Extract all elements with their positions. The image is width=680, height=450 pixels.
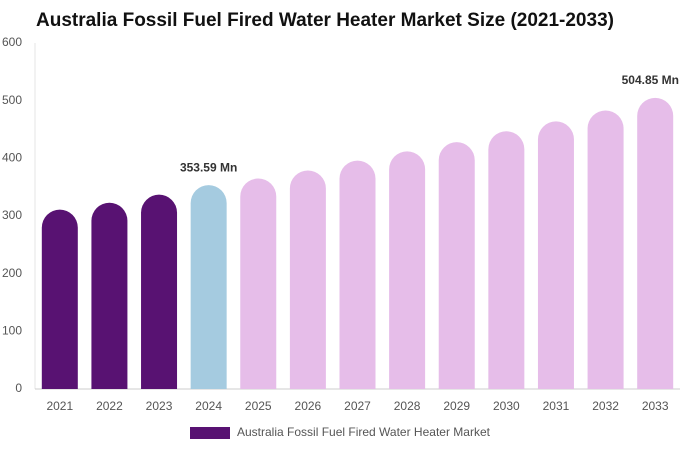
x-tick-label: 2024 (195, 399, 222, 413)
legend-label: Australia Fossil Fuel Fired Water Heater… (237, 425, 491, 439)
bar (190, 185, 227, 389)
bar (141, 194, 178, 389)
x-tick-label: 2032 (592, 399, 619, 413)
bar (41, 209, 78, 389)
y-tick-label: 100 (2, 324, 22, 338)
bar (587, 110, 624, 389)
y-tick-label: 300 (2, 208, 22, 222)
bar (339, 160, 376, 389)
x-tick-label: 2029 (443, 399, 470, 413)
bar (91, 202, 128, 389)
x-tick-label: 2021 (46, 399, 73, 413)
x-tick-label: 2030 (493, 399, 520, 413)
bar (289, 170, 326, 389)
x-tick-label: 2027 (344, 399, 371, 413)
x-tick-label: 2031 (543, 399, 570, 413)
chart-title: Australia Fossil Fuel Fired Water Heater… (36, 10, 614, 31)
y-tick-label: 600 (2, 35, 22, 49)
y-tick-label: 0 (15, 381, 22, 395)
y-tick-label: 200 (2, 266, 22, 280)
x-tick-label: 2033 (642, 399, 669, 413)
x-tick-label: 2023 (146, 399, 173, 413)
x-tick-label: 2028 (394, 399, 421, 413)
bar (389, 151, 426, 389)
bar (537, 121, 574, 389)
bar (240, 178, 277, 389)
bar (637, 97, 674, 389)
bar (488, 131, 525, 389)
legend-swatch (190, 427, 230, 439)
x-tick-label: 2026 (295, 399, 322, 413)
value-label: 504.85 Mn (622, 73, 679, 87)
value-label: 353.59 Mn (180, 160, 237, 174)
y-tick-label: 500 (2, 93, 22, 107)
y-tick-label: 400 (2, 151, 22, 165)
x-tick-label: 2022 (96, 399, 123, 413)
bar (438, 142, 475, 389)
x-tick-label: 2025 (245, 399, 272, 413)
